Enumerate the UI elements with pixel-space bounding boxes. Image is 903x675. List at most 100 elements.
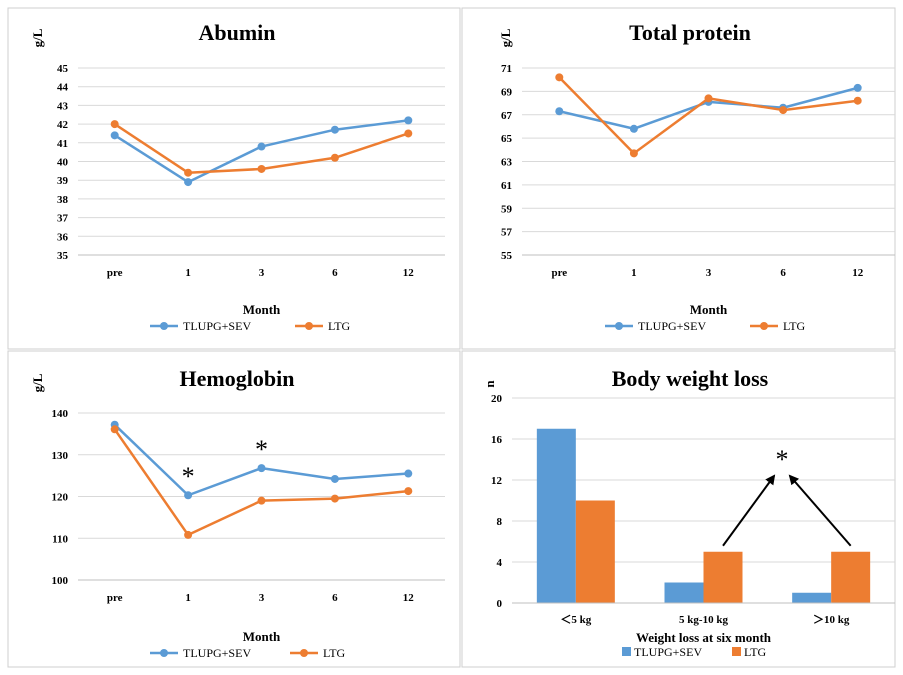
y-tick-label: 43 [57,100,69,112]
y-tick-label: 63 [501,157,513,169]
y-tick-label: 110 [52,533,68,545]
y-tick-label: 38 [57,194,69,206]
legend-label: LTG [328,319,351,333]
x-axis-title: Month [690,302,728,317]
data-point [110,425,119,434]
legend-label: LTG [744,645,767,659]
bar [536,428,576,603]
legend-marker [305,322,313,330]
x-tick-label: pre [107,267,123,279]
chart-2: Total protein g/L 55 57 59 61 63 65 67 69 71 pre 1 3 6… [498,20,895,333]
chart-title: Abumin [198,20,275,45]
y-tick-label: 55 [501,250,513,262]
y-tick-label: 120 [52,492,69,504]
data-point [404,487,413,496]
legend-label: LTG [783,319,806,333]
data-point [555,73,564,82]
y-tick-label: 71 [501,63,512,75]
x-axis-title: Weight loss at six month [636,630,772,645]
chart-title: Hemoglobin [180,366,295,391]
legend-label: TLUPG+SEV [638,319,706,333]
x-tick-label: 6 [780,267,786,279]
y-tick-label: 8 [497,516,503,528]
chart-4: Body weight loss n 0 4 8 12 16 20 ＜5 kg 5 kg-10 k… [482,366,895,659]
panel-border-4 [461,350,896,668]
data-point [555,107,564,116]
x-axis-title: Month [243,629,281,644]
x-tick-label: 12 [852,267,864,279]
series-line [558,76,858,155]
y-tick-label: 37 [57,213,69,225]
data-point [629,149,638,158]
x-tick-label: 3 [259,267,265,279]
significance-marker: * [255,435,268,464]
y-axis-label: n [482,380,497,388]
significance-arrow [722,474,776,547]
panel-border-3 [7,350,461,668]
y-tick-label: 45 [57,63,69,75]
legend: TLUPG+SEV LTG [622,645,767,659]
x-tick-label: 6 [332,592,338,604]
data-point [257,464,266,473]
y-tick-label: 0 [497,598,503,610]
x-tick-label: ＞10 kg [813,614,850,626]
legend-label: TLUPG+SEV [183,319,251,333]
y-tick-label: 44 [57,82,69,94]
data-point [404,469,413,478]
data-point [330,125,339,134]
data-point [404,116,413,125]
legend-marker [160,649,168,657]
legend-swatch [732,647,741,656]
y-tick-label: 42 [57,119,69,131]
y-tick-label: 69 [501,86,513,98]
x-tick-label: pre [107,592,123,604]
y-tick-label: 20 [491,393,503,405]
y-tick-label: 39 [57,175,69,187]
x-tick-label: 1 [185,267,191,279]
y-tick-label: 61 [501,180,512,192]
y-tick-label: 130 [52,450,69,462]
y-tick-label: 59 [501,203,513,215]
x-tick-label: 1 [185,592,191,604]
bar [792,592,832,603]
data-point [184,178,193,187]
y-tick-label: 35 [57,250,69,262]
y-tick-label: 4 [497,557,503,569]
x-tick-label: 3 [706,267,712,279]
panel-border-1 [7,7,461,350]
panel-border-2 [461,7,896,350]
chart-title: Total protein [629,20,751,45]
legend-label: TLUPG+SEV [634,645,702,659]
data-point [330,153,339,162]
y-tick-label: 65 [501,133,513,145]
data-point [257,142,266,151]
y-axis-label: g/L [498,28,513,47]
y-tick-label: 140 [52,408,69,420]
legend-marker [160,322,168,330]
legend-marker [615,322,623,330]
y-tick-label: 40 [57,157,69,169]
data-point [704,94,713,103]
bar [575,500,615,603]
legend-marker [300,649,308,657]
x-tick-label: ＜5 kg [560,614,591,626]
y-tick-label: 67 [501,110,513,122]
data-point [330,494,339,503]
significance-arrow [788,474,852,547]
legend-label: LTG [323,646,346,660]
data-point [184,168,193,177]
y-tick-label: 16 [491,434,503,446]
data-point [330,474,339,483]
x-tick-label: 5 kg-10 kg [679,614,728,626]
data-point [404,129,413,138]
data-point [853,83,862,92]
x-axis-title: Month [243,302,281,317]
legend: TLUPG+SEV LTG [605,319,806,333]
bar [831,551,871,603]
significance-marker: * [776,445,789,474]
data-point [184,530,193,539]
legend: TLUPG+SEV LTG [150,319,351,333]
y-axis-label: g/L [30,28,45,47]
x-tick-label: 3 [259,592,265,604]
